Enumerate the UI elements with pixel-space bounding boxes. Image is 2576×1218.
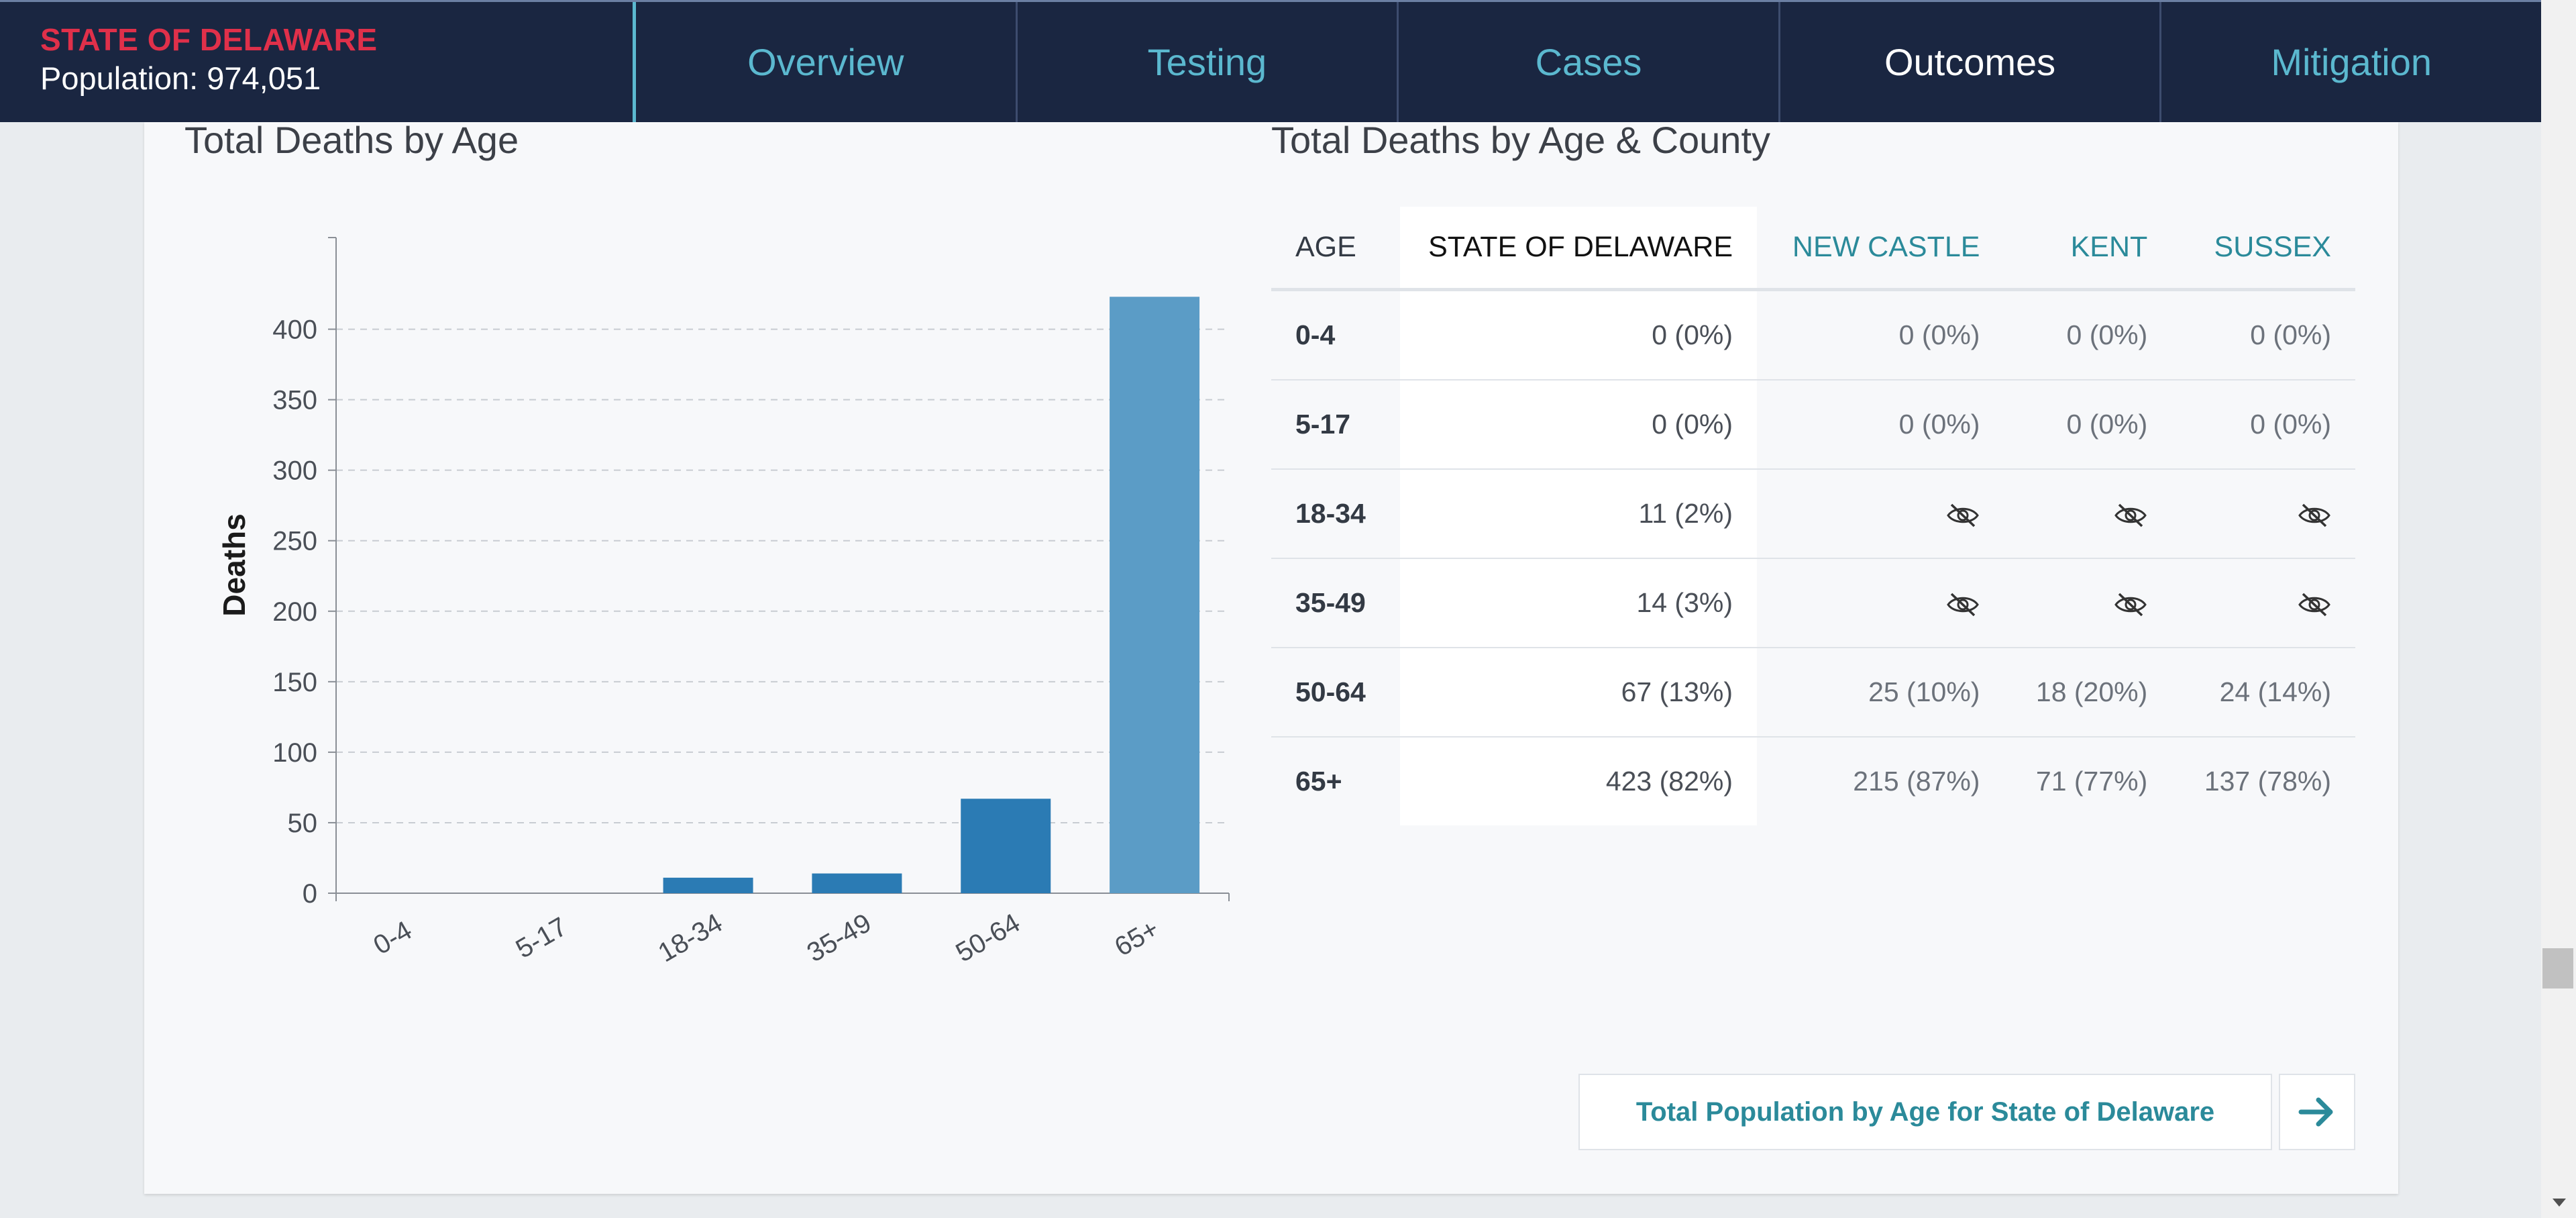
row-age: 18-34 — [1271, 469, 1400, 559]
table-title: Total Deaths by Age & County — [1271, 119, 1770, 161]
arrow-right-icon — [2298, 1097, 2333, 1127]
table-row: 50-64 67 (13%) 25 (10%) 18 (20%) 24 (14%) — [1271, 648, 2355, 738]
deaths-by-age-chart: 0 50 100 150 200 250 300 350 400 0-4 5-17 18-34 35-4… — [217, 237, 1230, 968]
population-by-age-link[interactable]: Total Population by Age for State of Del… — [1578, 1074, 2272, 1150]
header-age: AGE — [1271, 207, 1400, 291]
next-button[interactable] — [2279, 1074, 2355, 1150]
eye-slash-icon — [2114, 503, 2147, 527]
hidden-value-cell — [1757, 469, 2004, 559]
hidden-value-cell — [2004, 469, 2172, 559]
deaths-by-county-table: AGE STATE OF DELAWARE NEW CASTLE KENT SU… — [1271, 207, 2355, 825]
hidden-value-cell — [2171, 469, 2355, 559]
row-kent-value: 18 (20%) — [2004, 648, 2172, 738]
y-tick-label: 200 — [272, 597, 317, 627]
table-header-row: AGE STATE OF DELAWARE NEW CASTLE KENT SU… — [1271, 207, 2355, 291]
row-age: 0-4 — [1271, 289, 1400, 380]
eye-slash-icon — [1947, 593, 1980, 617]
header-new-castle[interactable]: NEW CASTLE — [1757, 207, 2004, 291]
tab-overview[interactable]: Overview — [747, 41, 904, 83]
bar-18-34 — [663, 877, 753, 893]
scroll-down-arrow-icon[interactable] — [2549, 1195, 2569, 1211]
y-tick-label: 400 — [272, 315, 317, 345]
row-kent-value: 0 (0%) — [2004, 380, 2172, 470]
x-tick-label: 5-17 — [511, 912, 572, 964]
y-tick-label: 250 — [272, 527, 317, 556]
brand-block: STATE OF DELAWARE Population: 974,051 — [0, 2, 636, 122]
row-age: 5-17 — [1271, 380, 1400, 470]
row-sussex-value: 0 (0%) — [2171, 380, 2355, 470]
row-state-value: 0 (0%) — [1400, 380, 1757, 470]
y-axis-label: Deaths — [217, 513, 252, 616]
tab-testing[interactable]: Testing — [1015, 2, 1397, 122]
table-row: 35-49 14 (3%) — [1271, 558, 2355, 648]
hidden-value-cell — [2004, 558, 2172, 648]
bar-65+ — [1110, 297, 1200, 894]
row-sussex-value: 0 (0%) — [2171, 289, 2355, 380]
bar-35-49 — [812, 873, 902, 893]
row-state-value: 67 (13%) — [1400, 648, 1757, 738]
tab-mitigation[interactable]: Mitigation — [2159, 2, 2541, 122]
eye-slash-icon — [2114, 593, 2147, 617]
tab-cases[interactable]: Cases — [1397, 2, 1778, 122]
table-row: 65+ 423 (82%) 215 (87%) 71 (77%) 137 (78%) — [1271, 737, 2355, 825]
row-age: 50-64 — [1271, 648, 1400, 738]
x-tick-label: 50-64 — [951, 908, 1025, 968]
row-sussex-value: 137 (78%) — [2204, 766, 2331, 797]
row-sussex-value: 24 (14%) — [2171, 648, 2355, 738]
chart-title: Total Deaths by Age — [184, 119, 519, 161]
x-tick-label: 18-34 — [653, 908, 728, 968]
row-state-value: 14 (3%) — [1400, 558, 1757, 648]
eye-slash-icon — [2298, 503, 2330, 527]
top-nav-bar: STATE OF DELAWARE Population: 974,051 Ov… — [0, 0, 2541, 122]
header-kent[interactable]: KENT — [2004, 207, 2172, 291]
x-tick-label: 0-4 — [368, 915, 417, 960]
row-state-value: 423 (82%) — [1400, 737, 1757, 825]
header-sussex[interactable]: SUSSEX — [2171, 207, 2355, 291]
table-row: 5-17 0 (0%) 0 (0%) 0 (0%) 0 (0%) — [1271, 380, 2355, 470]
y-tick-label: 50 — [288, 809, 318, 838]
row-new-castle-value: 25 (10%) — [1757, 648, 2004, 738]
y-tick-label: 150 — [272, 668, 317, 697]
row-kent-value: 0 (0%) — [2004, 289, 2172, 380]
population-label: Population: 974,051 — [40, 60, 321, 96]
row-new-castle-value: 0 (0%) — [1757, 380, 2004, 470]
y-tick-label: 300 — [272, 456, 317, 486]
scrollbar-track[interactable] — [2541, 0, 2576, 1218]
row-state-value: 0 (0%) — [1400, 289, 1757, 380]
table-row: 18-34 11 (2%) — [1271, 469, 2355, 559]
hidden-value-cell — [2171, 558, 2355, 648]
eye-slash-icon — [2298, 593, 2330, 617]
nav-tabs: Overview Testing Cases Outcomes Mitigati… — [636, 2, 2541, 122]
row-age: 65+ — [1295, 766, 1342, 797]
eye-slash-icon — [1947, 503, 1980, 527]
y-tick-label: 0 — [303, 879, 317, 909]
row-state-value: 11 (2%) — [1400, 469, 1757, 559]
row-age: 35-49 — [1271, 558, 1400, 648]
bar-50-64 — [961, 799, 1051, 893]
row-new-castle-value: 0 (0%) — [1757, 289, 2004, 380]
table-row: 0-4 0 (0%) 0 (0%) 0 (0%) 0 (0%) — [1271, 289, 2355, 380]
hidden-value-cell — [1757, 558, 2004, 648]
content-panel: Total Deaths by Age Total Deaths by Age … — [144, 119, 2398, 1194]
header-state[interactable]: STATE OF DELAWARE — [1400, 207, 1757, 291]
row-kent-value: 71 (77%) — [2035, 766, 2148, 797]
tab-outcomes[interactable]: Outcomes — [1778, 2, 2160, 122]
y-tick-label: 100 — [272, 738, 317, 768]
x-tick-label: 35-49 — [802, 908, 877, 968]
y-tick-label: 350 — [272, 386, 317, 415]
scrollbar-thumb[interactable] — [2542, 948, 2573, 988]
state-title: STATE OF DELAWARE — [40, 22, 378, 57]
row-new-castle-value: 215 (87%) — [1853, 766, 1980, 797]
x-tick-label: 65+ — [1110, 914, 1164, 962]
